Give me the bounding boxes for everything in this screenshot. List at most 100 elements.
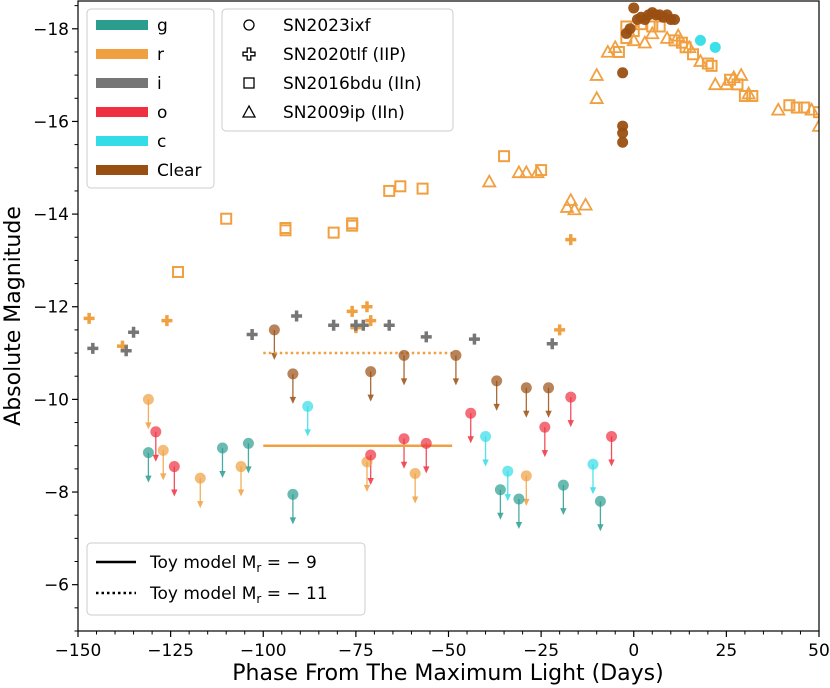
upper-limit-arrow-head <box>237 489 245 497</box>
filter-legend-label-i: i <box>157 74 162 94</box>
upper-limit-arrow-head <box>523 498 530 506</box>
circle-data-point <box>617 127 629 139</box>
upper-limit-point <box>465 407 477 419</box>
upper-limit-arrow-head <box>523 410 530 418</box>
upper-limit-point <box>157 444 169 456</box>
y-tick-label: −6 <box>44 576 69 596</box>
upper-limit-arrow-head <box>145 475 152 483</box>
upper-limit-arrow-head <box>160 473 167 481</box>
y-tick-label: −8 <box>44 483 69 503</box>
triangle-data-point <box>733 67 749 81</box>
triangle-data-point <box>511 164 527 179</box>
y-tick-label: −18 <box>33 20 69 40</box>
object-legend-label: SN2020tlf (IIP) <box>283 45 406 65</box>
triangle-data-point <box>566 201 582 216</box>
square-data-point <box>172 265 185 278</box>
filter-legend-swatch-clear <box>96 165 148 175</box>
upper-limit-point <box>235 461 247 473</box>
x-tick-label: 25 <box>716 641 738 661</box>
circle-data-point <box>669 14 681 26</box>
upper-limit-point <box>450 349 462 361</box>
upper-limit-arrow-head <box>541 450 549 458</box>
data-points <box>83 2 819 507</box>
upper-limit-point <box>150 426 162 438</box>
upper-limit-point <box>491 375 503 387</box>
square-data-point <box>790 101 803 114</box>
object-legend-label: SN2016bdu (IIn) <box>283 74 422 94</box>
upper-limit-arrow-head <box>452 378 460 386</box>
object-legend-label: SN2009ip (IIn) <box>283 103 405 123</box>
triangle-data-point <box>707 76 723 91</box>
square-data-point <box>746 89 759 102</box>
plus-data-point <box>120 345 132 357</box>
upper-limit-arrow-head <box>289 517 297 525</box>
upper-limit-point <box>398 433 410 445</box>
plus-data-point <box>468 333 480 345</box>
square-data-point <box>646 20 659 33</box>
object-legend-box <box>221 8 454 132</box>
upper-limit-point <box>587 458 599 470</box>
plus-data-point <box>357 319 369 331</box>
upper-limit-arrow-head <box>400 461 408 469</box>
filter-legend-swatch-g <box>96 20 148 30</box>
upper-limit-point <box>216 442 228 454</box>
upper-limit-point <box>242 437 254 449</box>
y-tick-label: −10 <box>33 390 69 410</box>
axis-ticks: −150 −125 −100 −75 −50 −25 0 25 50 −18 −16 −14 −12 −1… <box>33 5 830 661</box>
upper-limit-point <box>302 400 314 412</box>
upper-limit-point <box>606 430 618 442</box>
triangle-data-point <box>637 34 653 49</box>
triangle-data-point <box>670 27 686 42</box>
upper-limit-arrow-head <box>497 512 504 520</box>
filter-legend-label-r: r <box>157 45 164 65</box>
upper-limit-point <box>194 472 206 484</box>
plus-data-point <box>565 234 577 246</box>
triangle-data-point <box>529 164 545 179</box>
square-data-point <box>346 217 359 230</box>
filter-legend-label-c: c <box>157 132 166 152</box>
x-tick-label: 50 <box>808 641 830 661</box>
plus-data-point <box>346 305 358 317</box>
triangle-data-point <box>811 118 819 132</box>
upper-limit-arrow-head <box>411 496 419 504</box>
square-data-point <box>813 106 819 119</box>
upper-limit-arrow-head <box>467 436 474 444</box>
upper-limit-point <box>142 447 154 459</box>
x-axis-title: Phase From The Maximum Light (Days) <box>232 661 663 686</box>
upper-limit-arrow-head <box>545 410 552 418</box>
plus-data-point <box>83 312 95 324</box>
square-data-point <box>279 221 292 234</box>
circle-data-point <box>624 23 636 35</box>
triangle-data-point <box>741 85 757 100</box>
square-data-point <box>220 212 233 225</box>
upper-limit-arrow-head <box>304 429 311 437</box>
plus-data-point <box>246 329 258 341</box>
plus-data-point <box>554 324 566 336</box>
circle-data-point <box>709 41 721 53</box>
triangle-data-point <box>692 53 708 67</box>
y-tick-label: −12 <box>33 298 69 318</box>
filter-legend-swatch-c <box>96 136 148 146</box>
x-tick-label: −125 <box>147 641 194 661</box>
y-tick-label: −14 <box>33 205 69 225</box>
square-data-point <box>653 20 666 33</box>
square-data-point <box>687 48 700 61</box>
upper-limit-arrow-head <box>271 352 278 360</box>
y-axis-title: Absolute Magnitude <box>1 206 26 426</box>
upper-limit-arrow-head <box>597 524 604 532</box>
upper-limit-arrow-head <box>589 487 597 495</box>
upper-limit-point <box>365 449 377 461</box>
triangle-data-point <box>681 39 697 54</box>
triangle-data-point <box>644 25 660 40</box>
triangle-data-point <box>578 196 594 211</box>
upper-limit-point <box>480 430 492 442</box>
triangle-data-point <box>626 32 642 47</box>
upper-limit-point <box>398 349 410 361</box>
square-data-point <box>701 57 714 70</box>
upper-limit-point <box>594 495 606 507</box>
x-tick-label: −100 <box>240 641 287 661</box>
filter-legend-label-o: o <box>157 103 167 123</box>
triangle-data-point <box>559 199 575 213</box>
plus-data-point <box>161 315 173 327</box>
